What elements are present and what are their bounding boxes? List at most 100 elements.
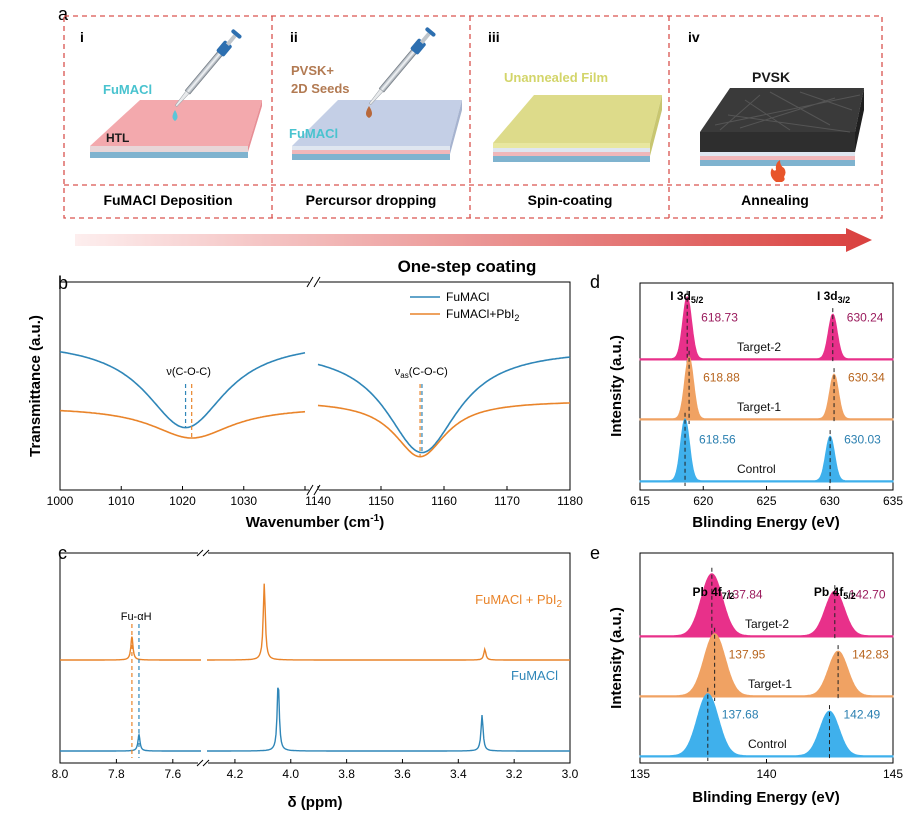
peak-value-label: 137.95 [729, 648, 766, 662]
panel-e-letter: e [590, 543, 600, 563]
step-roman: iv [688, 29, 700, 45]
step-roman: iii [488, 29, 500, 45]
substrate-stack [493, 95, 662, 162]
peak-name-label: I 3d3/2 [817, 289, 850, 305]
step-caption: Annealing [741, 192, 809, 208]
x-axis-label: Blinding Energy (eV) [692, 789, 840, 806]
x-tick-label: 3.6 [394, 767, 411, 781]
series-lines [60, 583, 570, 752]
y-axis-label: Transmittance (a.u.) [27, 315, 44, 457]
y-axis-label: Intensity (a.u.) [608, 335, 625, 437]
annotation-nu: ν(C-O-C) [166, 366, 211, 378]
x-tick-label: 1140 [305, 494, 331, 508]
panel-e: e Intensity (a.u.) Blinding Energy (eV) … [590, 543, 903, 806]
x-tick-label: 625 [756, 494, 776, 508]
step-label: PVSK [752, 69, 790, 85]
peak-guides [131, 624, 140, 758]
x-tick-label: 1010 [108, 494, 135, 508]
step-1: i FuMACl HTL FuMACl Deposition [80, 29, 262, 208]
x-axis-label: δ (ppm) [288, 794, 343, 811]
series-label: Control [737, 462, 776, 476]
x-tick-label: 140 [756, 767, 776, 781]
step-label: PVSK+ [291, 63, 334, 78]
annotation-nu-as: νas(C-O-C) [395, 366, 448, 380]
panel-d: d Intensity (a.u.) Blinding Energy (eV) … [590, 272, 903, 531]
x-ticks: 615 620 625 630 635 [630, 486, 903, 508]
droplet-icon [366, 106, 372, 118]
substrate-stack [90, 100, 262, 158]
panel-b: b Transmittance (a.u.) Wavenumber (cm-1)… [27, 273, 583, 531]
x-tick-label: 1030 [230, 494, 257, 508]
x-tick-label: 135 [630, 767, 650, 781]
series-label: Target-2 [745, 617, 789, 631]
series-area [639, 295, 894, 361]
series-area [639, 573, 894, 638]
x-ticks: 8.0 7.8 7.6 4.2 4.0 3.8 3.6 3.4 3.2 3.0 [52, 759, 579, 781]
series-area [639, 633, 894, 698]
peak-value-label: 142.83 [852, 648, 889, 662]
substrate-stack [700, 88, 864, 166]
step-label: Unannealed Film [504, 70, 608, 85]
panel-d-letter: d [590, 272, 600, 292]
step-caption: Percursor dropping [306, 192, 437, 208]
process-arrow [75, 228, 872, 252]
substrate-stack [292, 100, 462, 160]
peak-value-label: 618.88 [703, 371, 740, 385]
x-tick-label: 7.6 [164, 767, 181, 781]
peak-value-label: 630.34 [848, 371, 885, 385]
x-tick-label: 3.8 [338, 767, 355, 781]
peak-value-label: 142.70 [849, 588, 886, 602]
legend: FuMACl FuMACl+PbI2 [410, 290, 519, 323]
peak-guides [184, 384, 423, 457]
x-tick-label: 615 [630, 494, 650, 508]
series-label: Target-2 [737, 340, 781, 354]
x-tick-label: 1180 [557, 494, 583, 508]
series-line [60, 732, 201, 752]
droplet-icon [172, 110, 178, 121]
peak-value-label: 137.84 [726, 588, 763, 602]
arrow-label: One-step coating [398, 257, 537, 276]
series-areas [639, 567, 894, 761]
step-caption: Spin-coating [528, 192, 613, 208]
panel-a: a i FuMACl HTL FuMACl De [58, 4, 883, 276]
peak-value-label: 630.24 [847, 311, 884, 325]
x-tick-label: 620 [693, 494, 713, 508]
peak-name-label: Pb 4f5/2 [814, 585, 856, 601]
x-tick-label: 1170 [494, 494, 520, 508]
x-tick-label: 4.2 [227, 767, 244, 781]
peak-value-label: 630.03 [844, 433, 881, 447]
peak-name-label: Pb 4f7/2 [692, 585, 734, 601]
panel-c-axes-frame [59, 552, 571, 764]
peak-value-label: 142.49 [843, 708, 880, 722]
series-line [59, 409, 306, 439]
x-ticks: 1000 1010 1020 1030 1140 1150 1160 1170 1180 [47, 486, 583, 508]
series-line [207, 583, 570, 661]
peak-value-label: 137.68 [722, 708, 759, 722]
panel-b-letter: b [58, 273, 68, 293]
x-tick-label: 630 [820, 494, 840, 508]
x-axis-label: Blinding Energy (eV) [692, 514, 840, 531]
series-label: Control [748, 737, 787, 751]
pipette-icon [174, 29, 242, 107]
x-tick-label: 7.8 [108, 767, 125, 781]
peak-labels: 618.73 630.24 Target-2 618.88 630.34 Target-1… [670, 289, 885, 476]
flame-icon [770, 160, 786, 182]
step-label: FuMACl [103, 82, 152, 97]
axis-break-mark [306, 276, 321, 496]
panel-c: c δ (ppm) 8.0 7.8 7.6 4.2 4.0 3.8 3.6 3.4 3.2 3.0… [52, 543, 579, 811]
pipette-icon [368, 27, 436, 105]
series-label: FuMACl [511, 668, 558, 683]
series-line [317, 356, 571, 454]
series-label: FuMACl + PbI2 [475, 592, 562, 610]
x-tick-label: 8.0 [52, 767, 69, 781]
series-line [207, 687, 570, 752]
step-label: FuMACl [289, 126, 338, 141]
step-label: 2D Seeds [291, 81, 350, 96]
x-tick-label: 1000 [47, 494, 74, 508]
x-tick-label: 3.2 [506, 767, 523, 781]
series-label: Target-1 [748, 677, 792, 691]
y-axis-label: Intensity (a.u.) [608, 607, 625, 709]
x-tick-label: 1150 [368, 494, 394, 508]
series-label: Target-1 [737, 400, 781, 414]
